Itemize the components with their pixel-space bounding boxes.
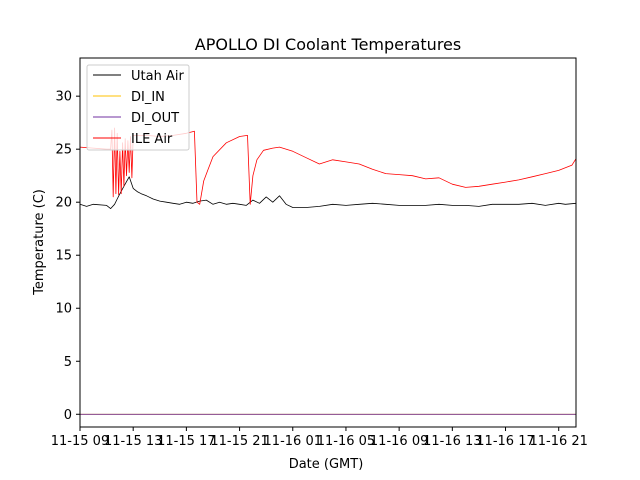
legend-box	[86, 64, 190, 151]
x-tick-label: 11-16 13	[423, 434, 481, 449]
series-line-utah-air	[79, 176, 577, 210]
x-tick-label: 11-16 09	[370, 434, 428, 449]
legend-label: ILE Air	[131, 132, 173, 147]
y-tick-label: 20	[55, 196, 72, 211]
x-tick-label: 11-15 21	[210, 434, 268, 449]
plot-frame	[79, 57, 577, 428]
y-tick-label: 5	[64, 355, 72, 370]
y-axis-label: Temperature (C)	[32, 189, 47, 296]
legend: Utah Air DI_IN DI_OUT ILE Air	[86, 64, 190, 151]
x-tick-label: 11-15 13	[104, 434, 162, 449]
x-tick-label: 11-15 09	[51, 434, 109, 449]
chart-title: APOLLO DI Coolant Temperatures	[195, 35, 461, 54]
x-tick-label: 11-16 05	[317, 434, 375, 449]
y-tick-label: 10	[55, 302, 72, 317]
x-axis-label: Date (GMT)	[289, 457, 364, 472]
legend-items: Utah Air DI_IN DI_OUT ILE Air	[93, 69, 184, 147]
y-tick-label: 25	[55, 143, 72, 158]
series-line-ile-air	[79, 127, 577, 205]
x-tick-label: 11-15 17	[157, 434, 215, 449]
y-tick-label: 15	[55, 249, 72, 264]
x-tick-label: 11-16 01	[264, 434, 322, 449]
x-tick-label: 11-16 21	[529, 434, 587, 449]
legend-label: DI_IN	[131, 90, 165, 105]
y-tick-label: 0	[64, 408, 72, 423]
series-lines	[79, 127, 577, 415]
legend-label: DI_OUT	[131, 111, 179, 126]
y-tick-label: 30	[55, 90, 72, 105]
x-tick-label: 11-16 17	[476, 434, 534, 449]
y-axis: 0 5 10 15 20 25 30	[55, 90, 80, 423]
legend-label: Utah Air	[131, 69, 184, 84]
